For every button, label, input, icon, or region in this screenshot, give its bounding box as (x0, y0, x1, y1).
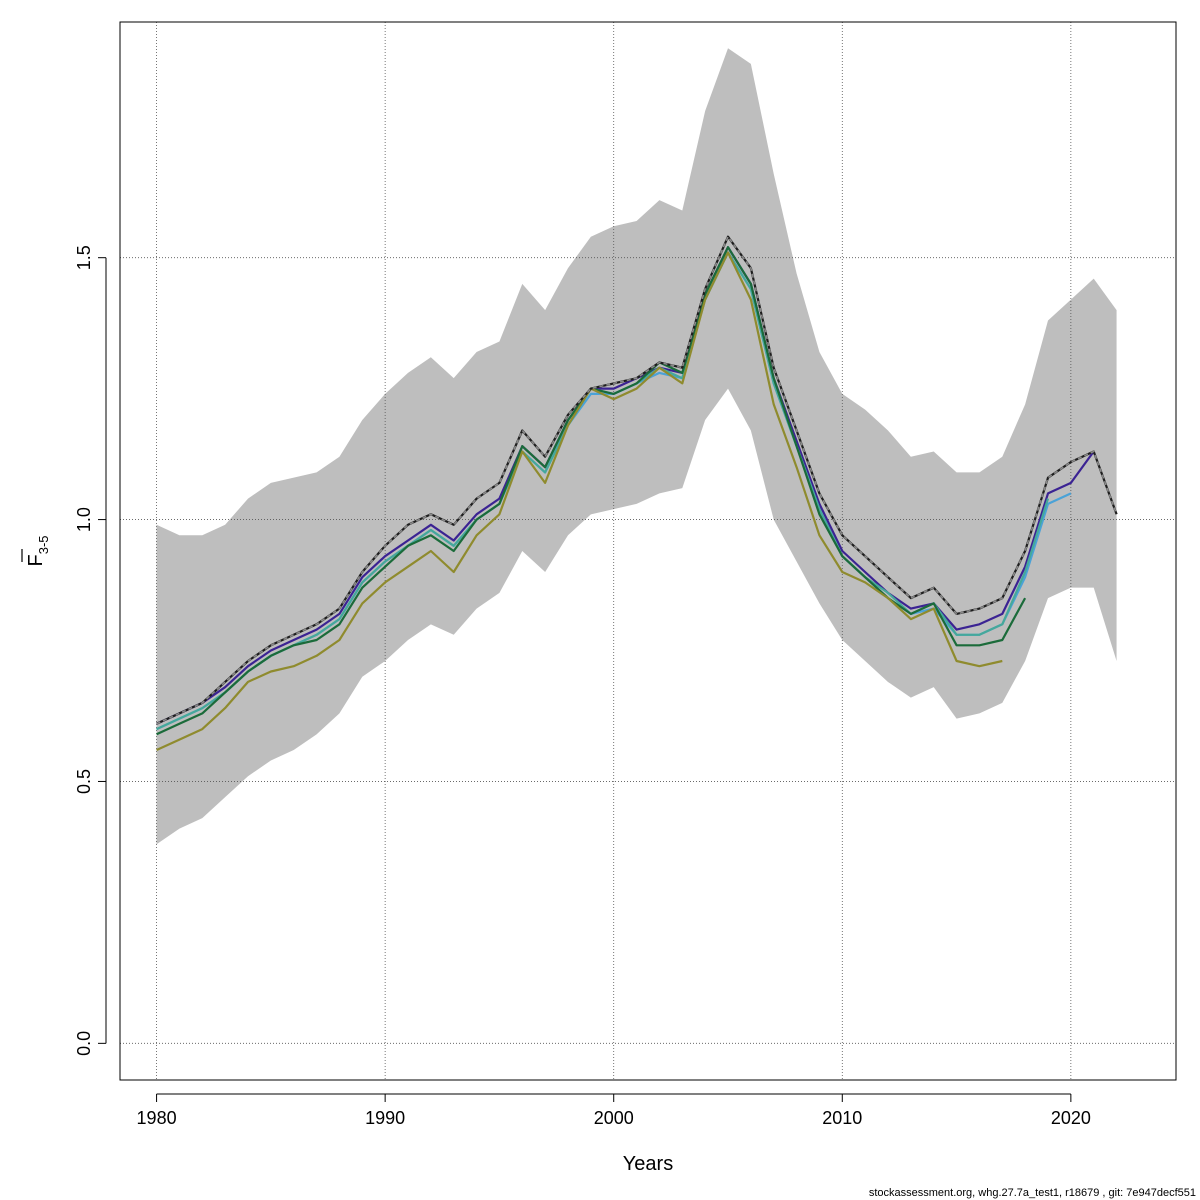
y-tick-label: 0.0 (74, 1031, 94, 1056)
y-axis: 0.0 0.5 1.0 1.5 (74, 245, 107, 1056)
footer-note: stockassessment.org, whg.27.7a_test1, r1… (869, 1187, 1196, 1199)
plot-frame (119, 21, 1177, 1081)
series-line-5 (156, 251, 1003, 752)
x-tick-label: 1990 (365, 1108, 405, 1128)
y-axis-title-subscript: 3-5 (36, 535, 51, 554)
x-tick-label: 1980 (137, 1108, 177, 1128)
x-axis: 1980 1990 2000 2010 2020 (137, 1093, 1091, 1128)
y-axis-title-main: F (25, 554, 47, 566)
svg-text:F3-5: F3-5 (25, 535, 51, 566)
x-axis-title: Years (623, 1153, 673, 1175)
y-tick-label: 1.5 (74, 245, 94, 270)
series-lines (156, 235, 1118, 752)
x-tick-label: 2000 (594, 1108, 634, 1128)
y-tick-label: 1.0 (74, 507, 94, 532)
y-axis-title: F3-5 (21, 535, 51, 567)
y-tick-label: 0.5 (74, 769, 94, 794)
confidence-band (156, 48, 1117, 845)
confidence-band-layer (156, 48, 1117, 845)
x-tick-label: 2020 (1051, 1108, 1091, 1128)
series-line-7 (156, 235, 1118, 725)
x-tick-label: 2010 (822, 1108, 862, 1128)
